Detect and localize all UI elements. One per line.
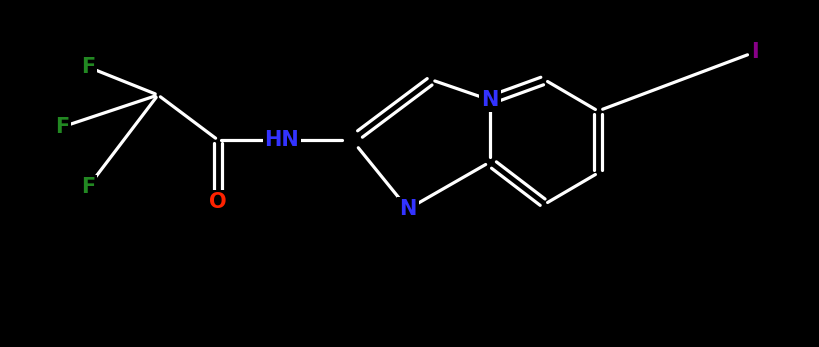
Text: HN: HN <box>265 130 299 150</box>
Text: O: O <box>209 192 227 212</box>
Text: F: F <box>81 177 95 197</box>
Text: N: N <box>481 90 498 110</box>
Text: F: F <box>55 117 69 137</box>
Text: I: I <box>750 42 758 62</box>
Text: F: F <box>81 57 95 77</box>
Text: N: N <box>399 199 416 219</box>
